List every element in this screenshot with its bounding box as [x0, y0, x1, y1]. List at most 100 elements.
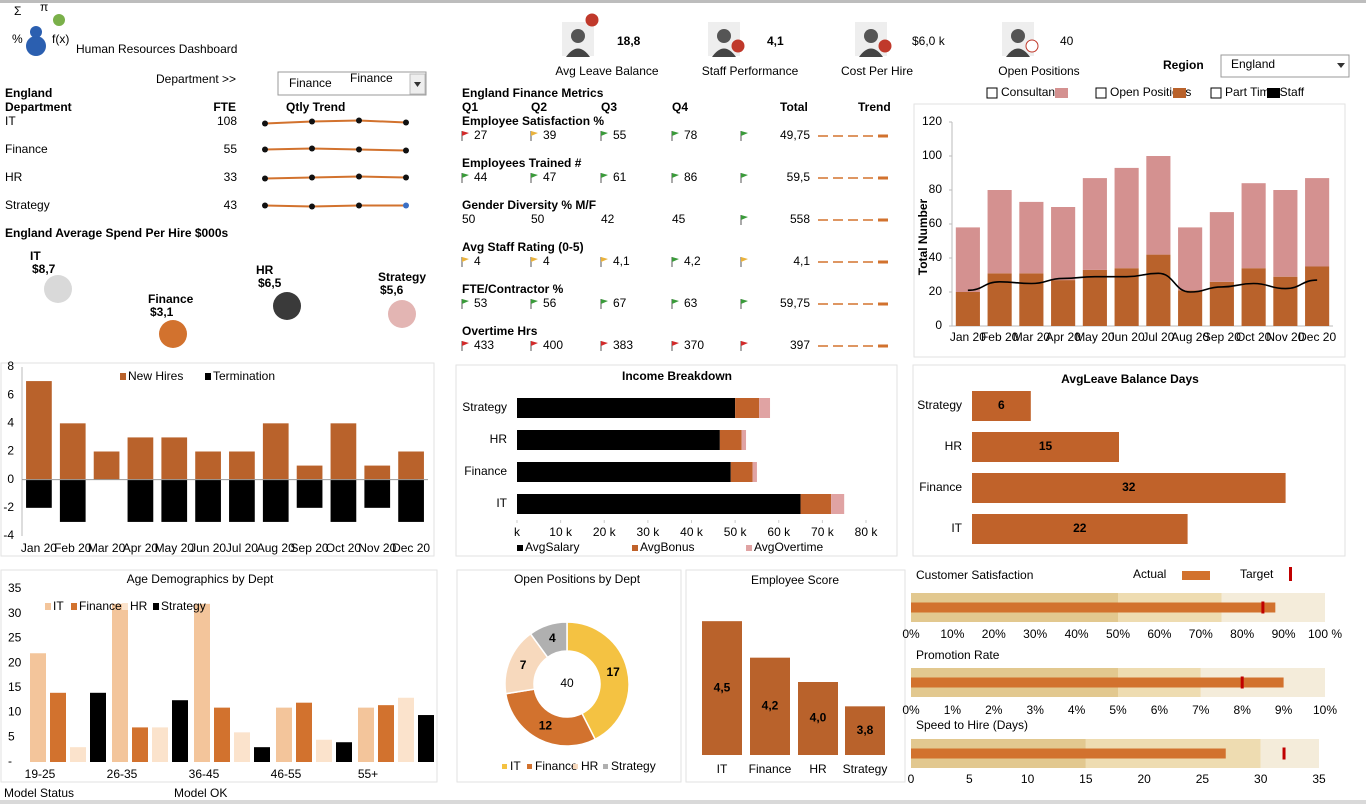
top-border — [0, 0, 1366, 3]
y-tick-label: 4 — [7, 416, 14, 430]
x-tick-label: Feb 20 — [54, 541, 92, 555]
target-marker — [1282, 747, 1286, 760]
x-tick-label: Jul 20 — [226, 541, 258, 555]
donut-slice — [566, 621, 630, 741]
actual-bar — [911, 602, 1276, 613]
sparkline-dot — [309, 145, 315, 152]
chart-title: Age Demographics by Dept — [127, 572, 274, 586]
status-flag — [741, 257, 748, 262]
x-tick-label: k — [514, 525, 521, 539]
x-tick-label: Apr 20 — [1045, 330, 1081, 344]
y-tick-label: 0 — [7, 472, 14, 486]
bar — [798, 682, 838, 755]
bar-segment — [800, 494, 832, 514]
bar — [296, 465, 323, 480]
y-axis-label: Total Number — [916, 198, 930, 275]
metrics-title: England Finance Metrics — [462, 86, 604, 100]
x-tick-label: 3% — [1027, 703, 1045, 717]
status-flag — [462, 173, 469, 178]
legend-checkbox[interactable] — [986, 87, 998, 99]
x-tick-label: Sep 20 — [291, 541, 329, 555]
legend-label: HR — [130, 599, 148, 613]
chart-title: Open Positions by Dept — [514, 572, 641, 586]
x-tick-label: 50 k — [724, 525, 748, 539]
dropdown-arrow — [414, 82, 421, 87]
x-tick-label: Aug 20 — [257, 541, 295, 555]
x-tick-label: 20 — [1137, 772, 1151, 786]
metric-total: 49,75 — [780, 128, 810, 142]
value-label: 4,0 — [810, 711, 827, 725]
status-flag — [672, 173, 679, 178]
department-dropdown[interactable] — [277, 71, 427, 96]
y-tick-label: 0 — [935, 318, 942, 332]
bar-segment — [1019, 273, 1044, 326]
x-tick-label: Dec 20 — [1298, 330, 1336, 344]
logo-symbol: % — [12, 32, 23, 46]
actual-bar — [911, 677, 1284, 688]
bar — [161, 479, 188, 522]
metric-value: 47 — [543, 170, 557, 184]
bubble-value: $5,6 — [380, 283, 404, 297]
legend-checkbox[interactable] — [1095, 87, 1107, 99]
kpi-icon-head — [717, 29, 731, 43]
x-tick-label: Jan 20 — [950, 330, 986, 344]
legend-swatch — [71, 603, 77, 610]
x-tick-label: 0% — [902, 703, 920, 717]
bubble-value: $3,1 — [150, 305, 174, 319]
metric-total: 397 — [790, 338, 810, 352]
kpi-icon-body — [712, 48, 736, 57]
bubble — [159, 320, 187, 348]
x-tick-label: 10% — [940, 627, 964, 641]
kpi-label: Open Positions — [998, 64, 1079, 78]
x-tick-label: May 20 — [155, 541, 195, 555]
status-flag — [741, 299, 748, 304]
bar — [195, 451, 221, 480]
chart-title: Customer Satisfaction — [916, 568, 1033, 582]
legend-swatch — [527, 764, 532, 769]
status-flag — [462, 341, 469, 346]
x-tick-label: Finance — [749, 762, 792, 776]
status-label: Model Status — [4, 786, 74, 800]
status-flag — [531, 131, 538, 136]
status-flag — [601, 257, 608, 262]
column-header: Total — [780, 100, 808, 114]
actual-bar — [911, 748, 1226, 759]
department-name: IT — [5, 114, 16, 128]
kpi-icon-accent — [731, 39, 745, 53]
metric-value: 78 — [684, 128, 698, 142]
bar — [59, 479, 86, 522]
y-tick-label: 6 — [7, 387, 14, 401]
chart-title: England Average Spend Per Hire $000s — [5, 226, 229, 240]
bar-segment — [1305, 266, 1330, 326]
x-tick-label: 20 k — [593, 525, 617, 539]
bar — [127, 479, 154, 522]
bar-segment — [1241, 268, 1266, 326]
x-tick-label: 70% — [1189, 627, 1213, 641]
column-header: Q1 — [462, 100, 478, 114]
target-marker — [1240, 676, 1244, 689]
legend-label: AvgSalary — [525, 540, 579, 554]
x-tick-label: 30 — [1254, 772, 1268, 786]
metric-name: Avg Staff Rating (0-5) — [462, 240, 584, 254]
fte-value: 43 — [224, 198, 238, 212]
legend-checkbox[interactable] — [1210, 87, 1222, 99]
region-dropdown[interactable] — [1220, 54, 1350, 78]
y-tick-label: 100 — [922, 148, 942, 162]
status-flag — [601, 173, 608, 178]
kpi-icon-accent — [1025, 39, 1039, 53]
department-name: Strategy — [5, 198, 50, 212]
x-tick-label: 5% — [1109, 703, 1127, 717]
bar-segment — [1051, 207, 1076, 281]
bar — [418, 715, 434, 762]
value-label: 6 — [998, 398, 1005, 412]
y-tick-label: 10 — [8, 705, 22, 719]
status-flag — [531, 173, 538, 178]
x-tick-label: Mar 20 — [88, 541, 126, 555]
bar-segment — [752, 462, 757, 482]
x-tick-label: 60 k — [767, 525, 791, 539]
status-flag — [531, 341, 538, 346]
legend-swatch — [632, 545, 638, 551]
metric-value: 50 — [462, 212, 476, 226]
status-value: Model OK — [174, 786, 227, 800]
